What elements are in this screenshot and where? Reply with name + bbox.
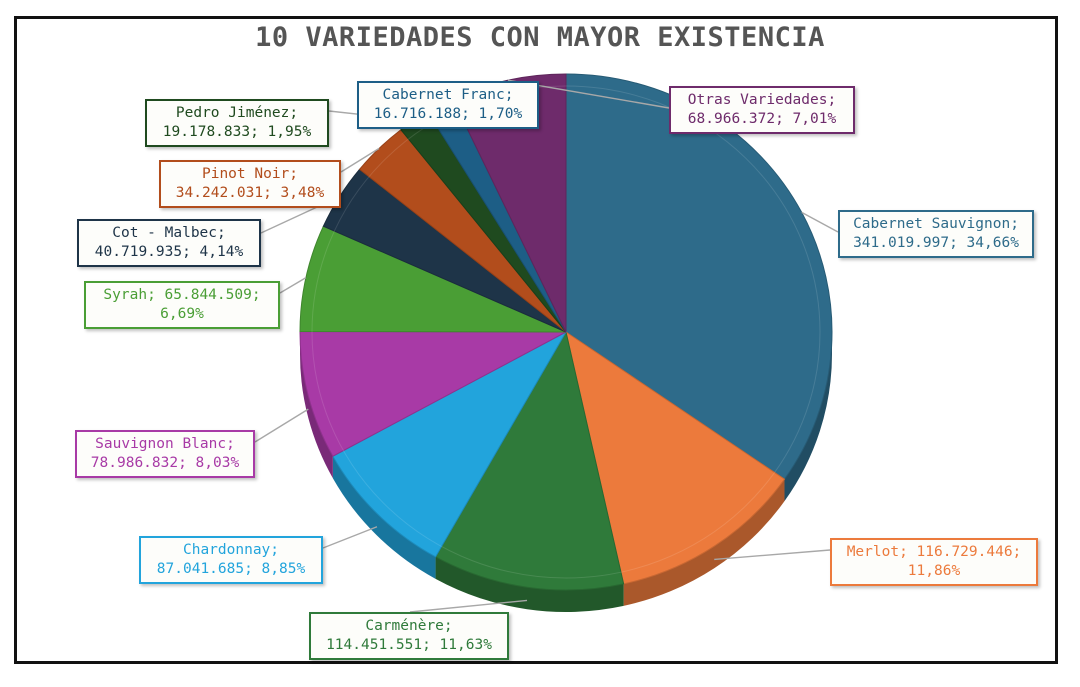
data-label-9: Cabernet Franc; 16.716.188; 1,70%: [357, 81, 539, 129]
data-label-7: Pinot Noir; 34.242.031; 3,48%: [159, 160, 341, 208]
pie-highlight: [311, 85, 821, 579]
data-label-2: Carménère; 114.451.551; 11,63%: [309, 612, 509, 660]
leader-line-0: [801, 211, 839, 233]
leader-line-4: [254, 408, 309, 443]
pie-slice-2: [434, 330, 625, 591]
pie-slices: [299, 73, 833, 591]
pie-side-2: [435, 556, 624, 612]
data-label-6: Cot - Malbec; 40.719.935; 4,14%: [77, 219, 261, 267]
leader-line-2: [409, 599, 528, 613]
data-label-4: Sauvignon Blanc; 78.986.832; 8,03%: [75, 430, 255, 478]
leader-line-7: [340, 147, 380, 173]
data-label-8: Pedro Jiménez; 19.178.833; 1,95%: [145, 99, 329, 147]
leader-line-5: [279, 277, 307, 294]
data-label-5: Syrah; 65.844.509; 6,69%: [84, 281, 280, 329]
leader-line-3: [322, 526, 378, 549]
data-label-1: Merlot; 116.729.446; 11,86%: [830, 538, 1038, 586]
data-label-10: Otras Variedades; 68.966.372; 7,01%: [669, 86, 855, 134]
pie-slice-1: [565, 330, 786, 585]
chart-title: 10 VARIEDADES CON MAYOR EXISTENCIA: [255, 22, 825, 53]
pie-side-1: [623, 479, 785, 606]
pie-side-0: [784, 332, 832, 502]
pie-side-3: [332, 456, 436, 579]
leader-line-1: [714, 549, 831, 561]
data-label-0: Cabernet Sauvignon; 341.019.997; 34,66%: [838, 210, 1034, 258]
pie-slice-3: [332, 330, 568, 558]
data-label-3: Chardonnay; 87.041.685; 8,85%: [139, 536, 323, 584]
pie-slice-5: [299, 225, 567, 333]
pie-slice-0: [565, 73, 833, 480]
pie-slice-4: [299, 330, 567, 457]
